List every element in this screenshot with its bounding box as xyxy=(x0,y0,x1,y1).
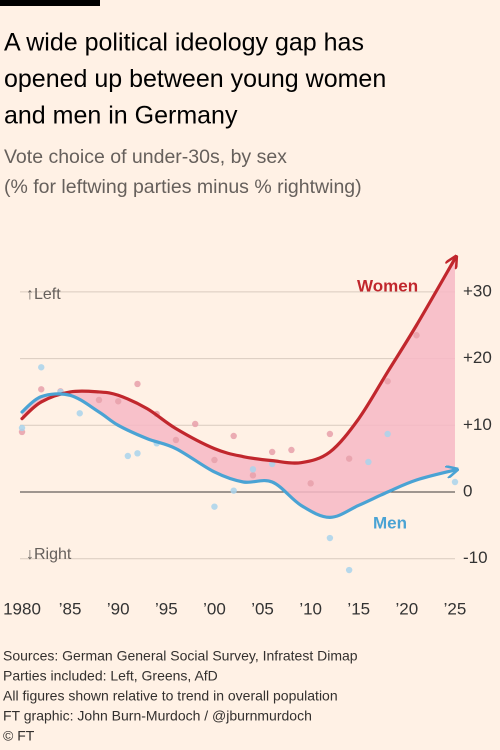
data-point xyxy=(249,472,257,479)
data-point xyxy=(115,398,122,405)
trend-line xyxy=(20,392,455,519)
annotation: ↑Left xyxy=(26,286,61,303)
data-point xyxy=(249,466,257,473)
data-point xyxy=(211,503,218,510)
x-tick-label: ’15 xyxy=(347,599,370,618)
data-point xyxy=(172,436,180,444)
x-tick-label: ’00 xyxy=(203,599,226,618)
x-tick-label: ’90 xyxy=(107,599,130,618)
y-tick-label: +20 xyxy=(463,348,492,367)
trend-line xyxy=(20,259,455,465)
data-point xyxy=(307,480,314,487)
footer-note: FT graphic: John Burn-Murdoch / @jburnmu… xyxy=(3,708,312,724)
data-point xyxy=(192,420,199,428)
data-point xyxy=(345,455,353,462)
footer-note: Parties included: Left, Greens, AfD xyxy=(3,668,218,684)
data-point xyxy=(134,450,141,457)
y-tick-label: +30 xyxy=(463,281,492,300)
data-point xyxy=(230,432,237,440)
x-tick-label: ’10 xyxy=(299,599,322,618)
data-point xyxy=(326,430,334,438)
data-point xyxy=(38,386,45,393)
data-point xyxy=(451,478,459,486)
chart-subtitle: (% for leftwing parties minus % rightwin… xyxy=(4,176,362,198)
data-point xyxy=(413,332,420,339)
legend-label: Men xyxy=(373,513,407,532)
gap-area xyxy=(22,258,455,518)
y-tick-label: +10 xyxy=(463,415,492,434)
data-point xyxy=(18,424,26,432)
data-point xyxy=(124,452,132,460)
x-tick-label: ’85 xyxy=(59,599,82,618)
chart-title: A wide political ideology gap has xyxy=(4,29,364,57)
data-point xyxy=(365,458,372,466)
legend-label: Women xyxy=(357,276,418,295)
y-tick-label: -10 xyxy=(463,548,488,567)
data-point xyxy=(288,446,295,454)
data-point xyxy=(76,410,83,417)
chart-title: and men in Germany xyxy=(4,102,238,130)
data-point xyxy=(384,430,391,438)
footer-note: © FT xyxy=(3,728,35,744)
annotation: ↓Right xyxy=(26,546,72,563)
data-point xyxy=(95,396,103,404)
x-tick-label: ’25 xyxy=(444,599,467,618)
data-point xyxy=(38,364,45,371)
x-tick-label: ’95 xyxy=(155,599,178,618)
y-tick-label: 0 xyxy=(463,481,472,500)
data-point xyxy=(134,380,141,388)
data-point xyxy=(384,378,391,385)
data-point xyxy=(211,456,218,464)
brand-bar xyxy=(0,0,100,6)
data-point xyxy=(230,487,237,494)
footer-note: Sources: German General Social Survey, I… xyxy=(3,648,358,664)
data-point xyxy=(345,566,353,574)
x-tick-label: ’20 xyxy=(396,599,419,618)
footer-note: All figures shown relative to trend in o… xyxy=(3,688,338,704)
chart-subtitle: Vote choice of under-30s, by sex xyxy=(4,146,287,168)
chart-title: opened up between young women xyxy=(4,65,386,93)
data-point xyxy=(326,534,334,542)
data-point xyxy=(268,448,276,456)
x-tick-label: 1980 xyxy=(3,599,41,618)
x-tick-label: ’05 xyxy=(251,599,274,618)
